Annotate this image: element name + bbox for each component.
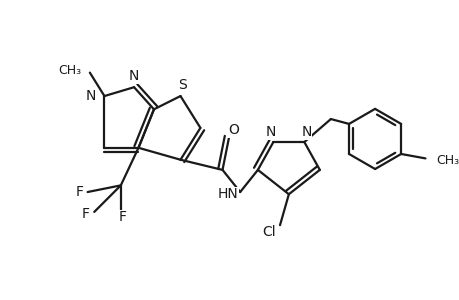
Text: F: F bbox=[82, 207, 90, 221]
Text: F: F bbox=[75, 185, 83, 199]
Text: N: N bbox=[265, 125, 276, 139]
Text: N: N bbox=[129, 69, 139, 83]
Text: O: O bbox=[228, 123, 239, 137]
Text: F: F bbox=[119, 210, 127, 224]
Text: Cl: Cl bbox=[262, 225, 275, 239]
Text: CH₃: CH₃ bbox=[436, 154, 459, 167]
Text: N: N bbox=[86, 89, 96, 103]
Text: HN: HN bbox=[217, 187, 237, 201]
Text: CH₃: CH₃ bbox=[58, 64, 81, 77]
Text: S: S bbox=[178, 78, 187, 92]
Text: N: N bbox=[301, 125, 311, 139]
